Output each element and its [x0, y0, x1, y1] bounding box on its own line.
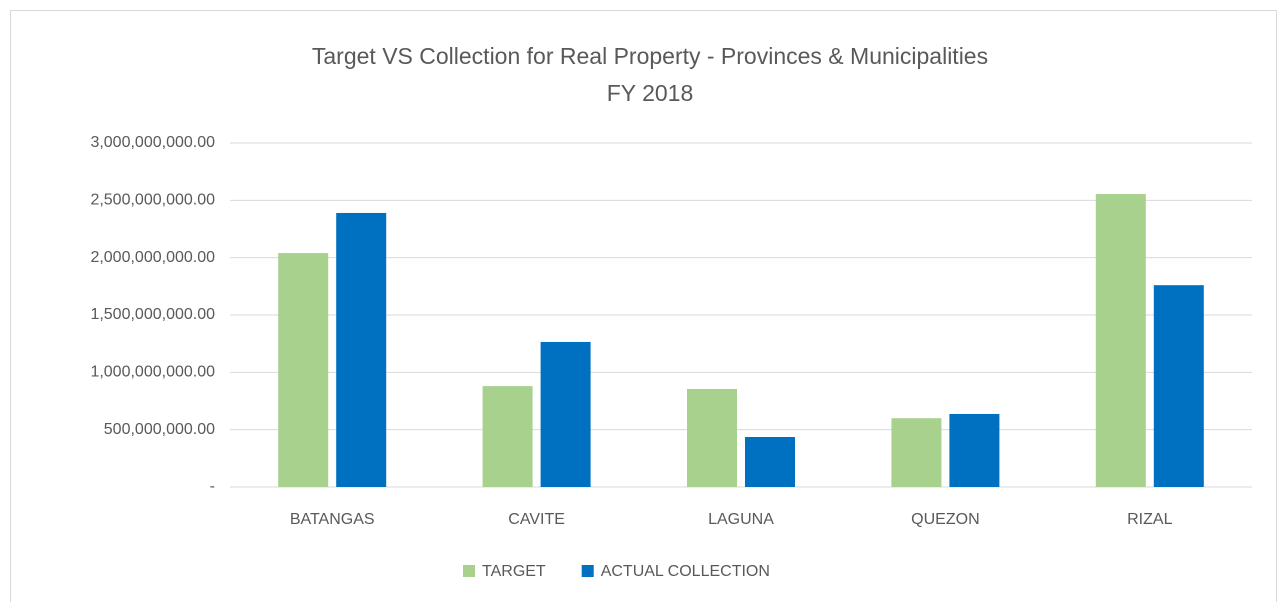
chart-title: Target VS Collection for Real Property -… [312, 43, 988, 69]
y-tick-label: - [210, 478, 215, 495]
y-tick-label: 1,000,000,000.00 [90, 364, 215, 381]
bar [949, 413, 1000, 487]
legend-swatch [581, 565, 594, 577]
x-tick-label: CAVITE [508, 511, 565, 528]
legend-label: ACTUAL COLLECTION [601, 563, 770, 580]
x-tick-label: QUEZON [911, 511, 979, 528]
bar [482, 386, 533, 487]
y-tick-label: 3,000,000,000.00 [90, 134, 215, 151]
legend-swatch [463, 565, 475, 577]
bar [278, 253, 329, 487]
y-tick-label: 1,500,000,000.00 [90, 306, 215, 323]
bar [745, 437, 795, 487]
x-tick-label: LAGUNA [708, 511, 774, 528]
y-tick-label: 2,500,000,000.00 [90, 192, 215, 209]
legend-label: TARGET [482, 563, 546, 580]
y-tick-label: 500,000,000.00 [104, 421, 215, 438]
chart-border [10, 10, 1277, 602]
chart-subtitle: FY 2018 [607, 80, 694, 106]
x-tick-label: BATANGAS [290, 511, 375, 528]
bar [687, 388, 737, 487]
x-tick-label: RIZAL [1127, 511, 1172, 528]
bar [336, 212, 387, 488]
y-tick-label: 2,000,000,000.00 [90, 249, 215, 266]
bar [540, 341, 591, 487]
bar [1095, 194, 1146, 487]
bar [1153, 285, 1204, 487]
bar [891, 418, 942, 487]
